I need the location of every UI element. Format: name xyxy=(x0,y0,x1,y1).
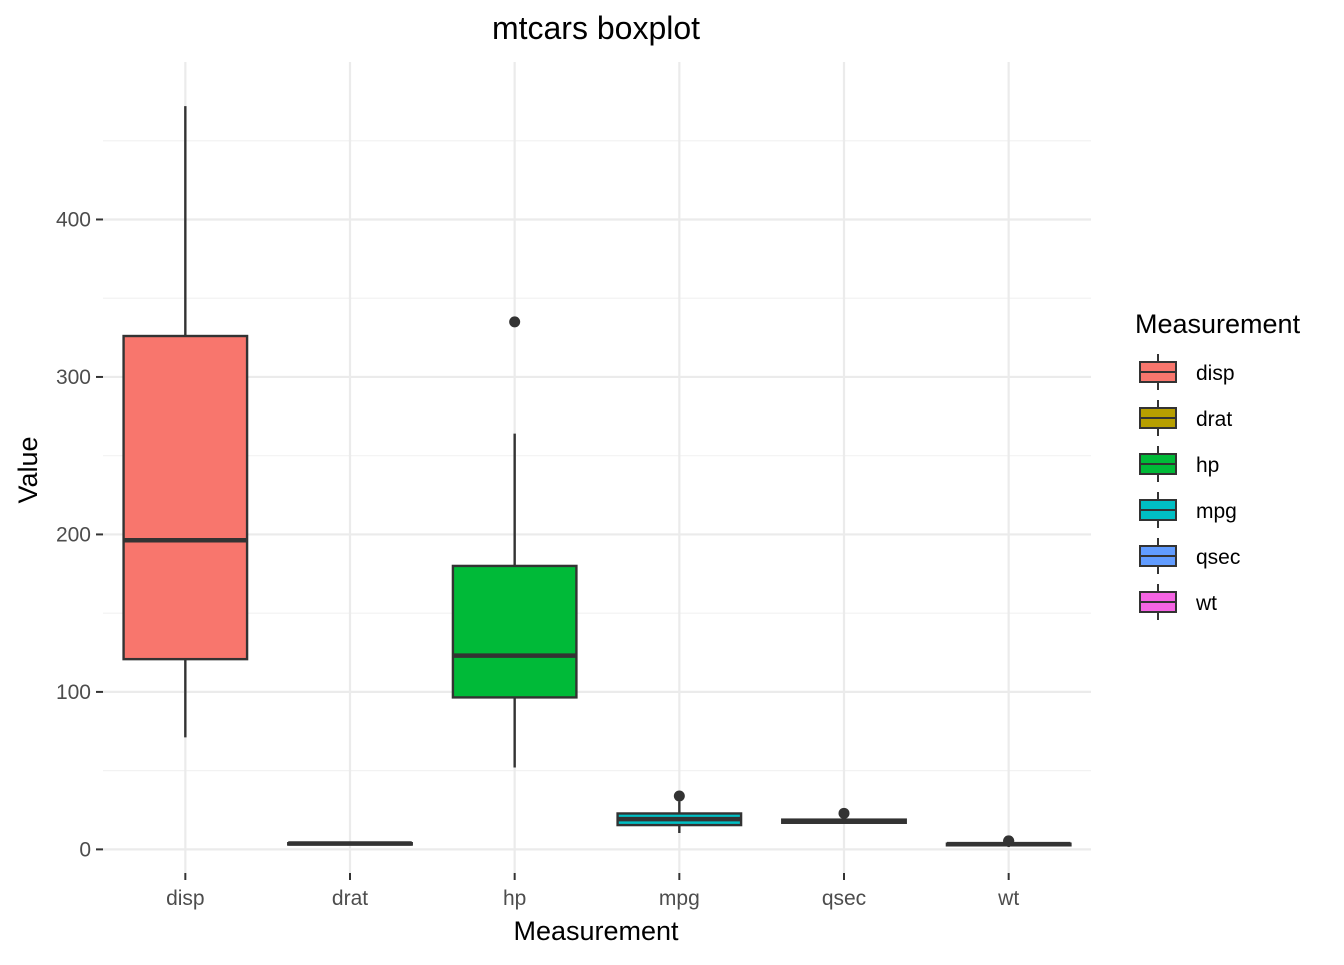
legend-title: Measurement xyxy=(1135,309,1301,339)
legend-item-drat: drat xyxy=(1139,400,1232,436)
y-tick-label: 300 xyxy=(56,366,91,389)
legend-label: disp xyxy=(1196,362,1235,385)
y-tick-label: 100 xyxy=(56,681,91,704)
box-mpg xyxy=(616,790,743,834)
x-tick-label: mpg xyxy=(659,887,700,910)
x-tick-label: drat xyxy=(332,887,368,910)
box-iqr xyxy=(451,564,578,699)
box-drat xyxy=(287,841,413,846)
legend-items: disp drat hp mpg qsec wt xyxy=(1139,354,1240,620)
legend-item-disp: disp xyxy=(1139,354,1235,390)
legend-label: mpg xyxy=(1196,500,1237,523)
x-tick-label: qsec xyxy=(822,887,866,910)
y-tick-label: 0 xyxy=(79,838,91,861)
box-wt xyxy=(945,835,1072,847)
x-tick-label: wt xyxy=(997,887,1019,910)
y-tick-label: 200 xyxy=(56,523,91,546)
legend-label: qsec xyxy=(1196,546,1240,569)
chart-title: mtcars boxplot xyxy=(492,10,700,46)
legend-item-mpg: mpg xyxy=(1139,492,1237,528)
axis-layer: 0 100 200 300 400 disp drat hp mpg qsec wt xyxy=(56,208,1019,910)
legend-item-wt: wt xyxy=(1139,584,1217,620)
legend-label: wt xyxy=(1195,592,1217,615)
box-disp xyxy=(122,106,249,738)
grid-layer xyxy=(103,62,1091,873)
box-hp xyxy=(451,316,578,768)
box-iqr xyxy=(122,334,249,661)
box-qsec xyxy=(781,807,907,824)
legend-item-hp: hp xyxy=(1139,446,1219,482)
x-axis-title: Measurement xyxy=(513,916,679,946)
outlier-point xyxy=(1003,835,1015,847)
legend-label: hp xyxy=(1196,454,1219,477)
box-layer xyxy=(122,106,1072,847)
outlier-point xyxy=(673,790,685,802)
x-tick-label: disp xyxy=(166,887,205,910)
y-tick-label: 400 xyxy=(56,208,91,231)
y-axis-title: Value xyxy=(13,436,43,503)
outlier-point xyxy=(509,316,521,328)
legend-item-qsec: qsec xyxy=(1139,538,1240,574)
legend-label: drat xyxy=(1196,408,1232,431)
legend: Measurement disp drat hp mpg qsec wt xyxy=(1135,309,1301,620)
outlier-point xyxy=(838,807,850,819)
x-tick-label: hp xyxy=(503,887,526,910)
